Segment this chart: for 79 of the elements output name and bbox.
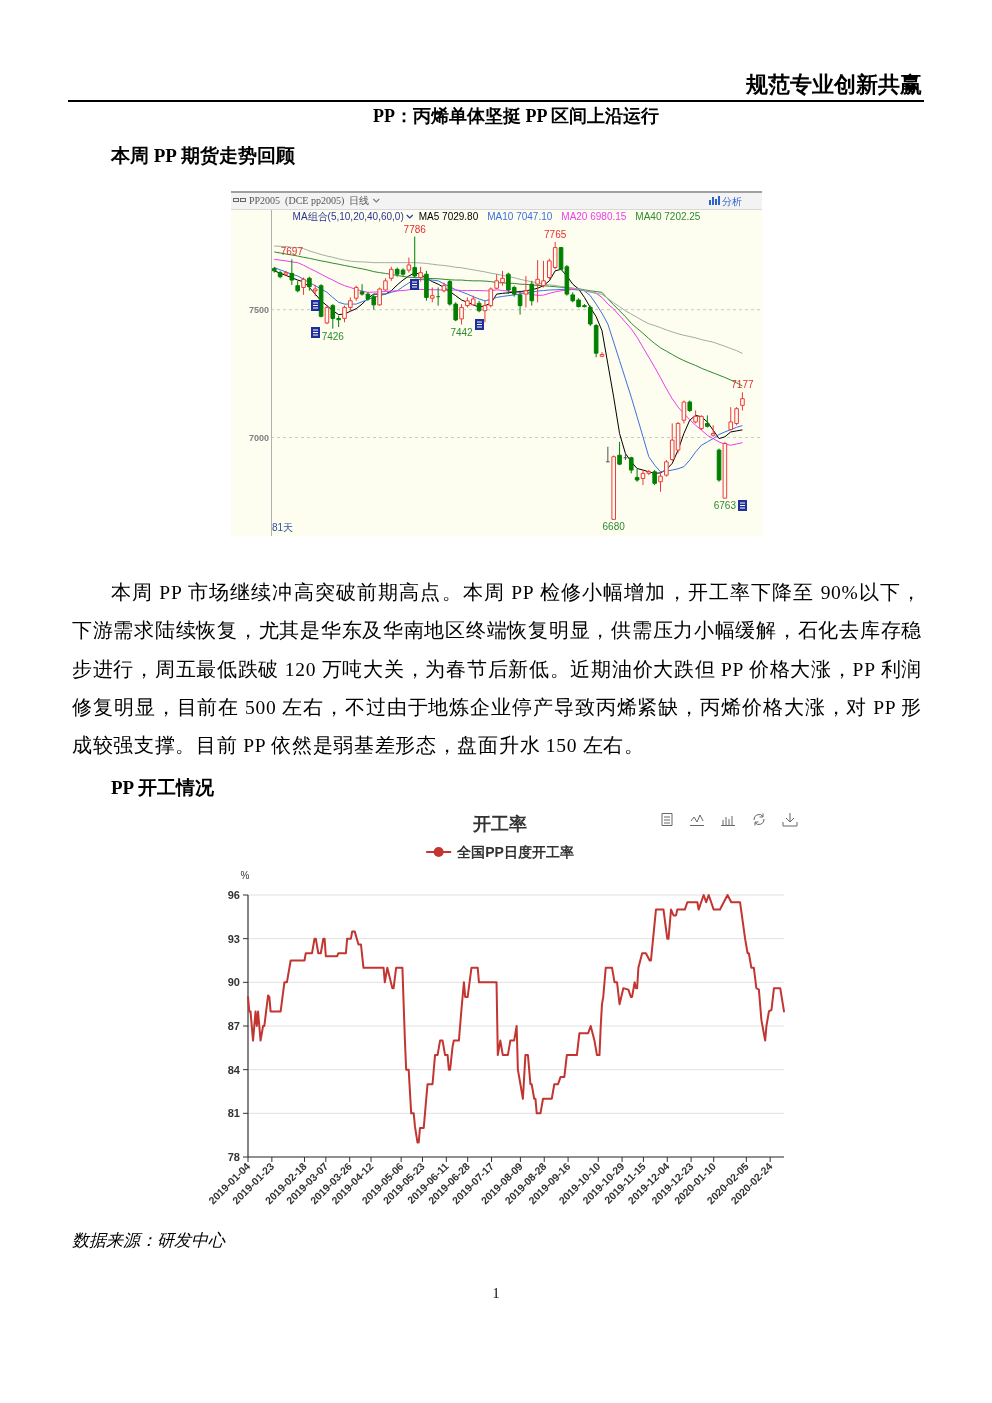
candlestick xyxy=(652,469,657,486)
candlestick xyxy=(412,236,418,278)
candlestick xyxy=(406,257,412,274)
candlestick xyxy=(389,266,394,282)
candlestick xyxy=(429,286,435,303)
annotation: 6680 xyxy=(602,521,626,533)
candlestick xyxy=(587,305,593,327)
candlestick xyxy=(424,270,429,302)
candlestick xyxy=(605,446,611,463)
y-tick-label: 7000 xyxy=(248,433,269,444)
text: 本周 PP 市场继续冲高突破前期高点。本周 PP 检修小幅增加，开工率下降至 90%以下，下游需求陆续恢复，尤其是华东及华南地区终端恢复明显，供需压力小幅缓解，石化去库存稳步进行，周五最低跌破 120 万吨大关，为春节后新低。近期油价大跌但 PP 价格大涨，PP 利润修复明显，目前在 500 左右，不过由于地炼企业停产导致丙烯紧缺，丙烯价格大涨，对 PP 形成较强支撑。目前 PP 依然是弱基差形态，盘面升水 150 左右。 xyxy=(72,581,922,759)
y-tick-label: 7500 xyxy=(248,305,269,316)
candlestick xyxy=(307,276,312,292)
y-tick-label: 96 xyxy=(227,889,240,901)
candlestick xyxy=(353,285,359,302)
candlestick xyxy=(459,303,464,326)
chart-title: 开工率 xyxy=(472,814,527,834)
candlestick xyxy=(312,284,318,297)
candlestick xyxy=(301,277,306,296)
candlestick xyxy=(324,305,330,325)
candlestick xyxy=(441,282,447,293)
y-axis-title: % xyxy=(240,870,250,881)
text: 1 xyxy=(491,1286,501,1302)
candlestick xyxy=(710,424,716,438)
candlestick xyxy=(295,280,300,293)
candlestick xyxy=(318,283,324,318)
annotation: 7442 xyxy=(450,326,474,338)
text: MA20 6980.15 xyxy=(561,211,627,222)
candlestick xyxy=(476,300,482,313)
candlestick xyxy=(716,448,722,483)
candlestick xyxy=(628,456,634,474)
text: MA40 7202.25 xyxy=(635,211,701,222)
y-tick-label: 93 xyxy=(227,932,240,945)
candlestick xyxy=(523,275,529,308)
line-series xyxy=(273,245,743,354)
candlestick xyxy=(418,266,423,283)
chart-title: PP2005 (DCE pp2005) 日线 xyxy=(249,195,370,207)
y-tick-label: 78 xyxy=(227,1151,240,1163)
candlestick xyxy=(722,441,728,499)
annotation: 7177 xyxy=(731,379,754,391)
candlestick xyxy=(658,471,663,493)
candlestick xyxy=(687,399,693,413)
candlestick xyxy=(740,391,745,411)
annotation: 7426 xyxy=(321,330,345,342)
text: 本周 PP 期货走势回顾 xyxy=(111,144,295,168)
candlestick xyxy=(705,414,710,429)
text: PP：丙烯单体坚挺 PP 区间上沿运行 xyxy=(372,105,660,128)
line-series xyxy=(247,894,785,1144)
legend-label: 全国PP日度开工率 xyxy=(456,844,574,860)
candlestick xyxy=(283,270,289,277)
annotation: 7765 xyxy=(544,228,567,240)
text: PP 开工情况 xyxy=(111,776,214,800)
text: 分析 xyxy=(722,196,742,207)
source-note: 数据来源：研发中心 xyxy=(72,1230,225,1252)
candlestick xyxy=(599,351,605,358)
candlestick xyxy=(617,441,622,466)
text: MA5 7029.80 xyxy=(418,211,479,222)
candlestick xyxy=(289,258,295,286)
candlestick xyxy=(271,266,277,274)
annotation: 81天 xyxy=(272,522,294,533)
annotation: 7697 xyxy=(280,246,304,258)
y-tick-label: 84 xyxy=(227,1063,241,1076)
text: MA10 7047.10 xyxy=(487,211,553,222)
annotation: 7786 xyxy=(403,223,427,235)
candlestick xyxy=(277,270,283,279)
y-tick-label: 87 xyxy=(227,1020,240,1032)
candlestick xyxy=(664,459,669,478)
candlestick xyxy=(623,452,628,461)
annotation: 6763 xyxy=(713,500,737,512)
legend-title: MA组合(5,10,20,40,60,0) xyxy=(292,211,404,222)
y-tick-label: 90 xyxy=(227,976,240,989)
candlestick xyxy=(435,286,441,307)
candlestick xyxy=(611,454,616,520)
candlestick xyxy=(681,399,687,424)
candlestick xyxy=(634,468,640,483)
candlestick xyxy=(529,280,535,307)
y-tick-label: 81 xyxy=(227,1107,240,1120)
candlestick xyxy=(593,323,599,358)
text: 规范专业创新共赢 xyxy=(746,71,922,99)
